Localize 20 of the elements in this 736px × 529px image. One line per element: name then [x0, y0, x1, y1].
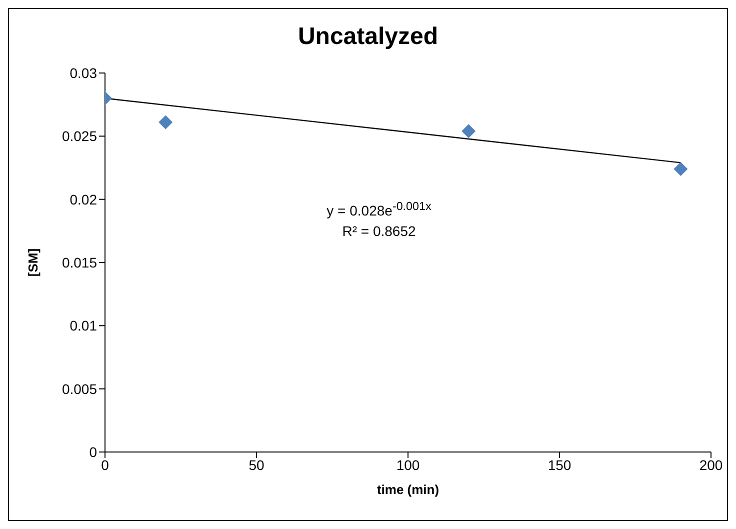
x-tick-label: 100 [396, 456, 420, 473]
annotation: R² = 0.8652 [341, 222, 417, 241]
y-tick-label: 0 [89, 444, 98, 460]
y-tick-label: 0.03 [70, 64, 98, 81]
y-tick-label: 0.005 [62, 380, 98, 397]
x-axis-title: time (min) [376, 482, 440, 497]
point [462, 124, 476, 138]
point [674, 162, 688, 176]
x-tick-label: 0 [101, 456, 110, 473]
y-tick-label: 0.01 [70, 318, 98, 334]
x-tick-label: 200 [699, 456, 723, 473]
chart-title: Uncatalyzed [296, 23, 440, 51]
x-tick-label: 50 [248, 456, 264, 473]
annotation: y = 0.028e$^{-0.001x}$ [326, 199, 432, 221]
y-tick-label: 0.02 [70, 191, 98, 208]
point [158, 115, 173, 130]
x-tick-label: 150 [548, 456, 572, 473]
y-tick-label: 0.015 [62, 254, 98, 270]
y-axis-title: [SM] [26, 248, 41, 277]
y-tick-label: 0.025 [62, 128, 98, 144]
